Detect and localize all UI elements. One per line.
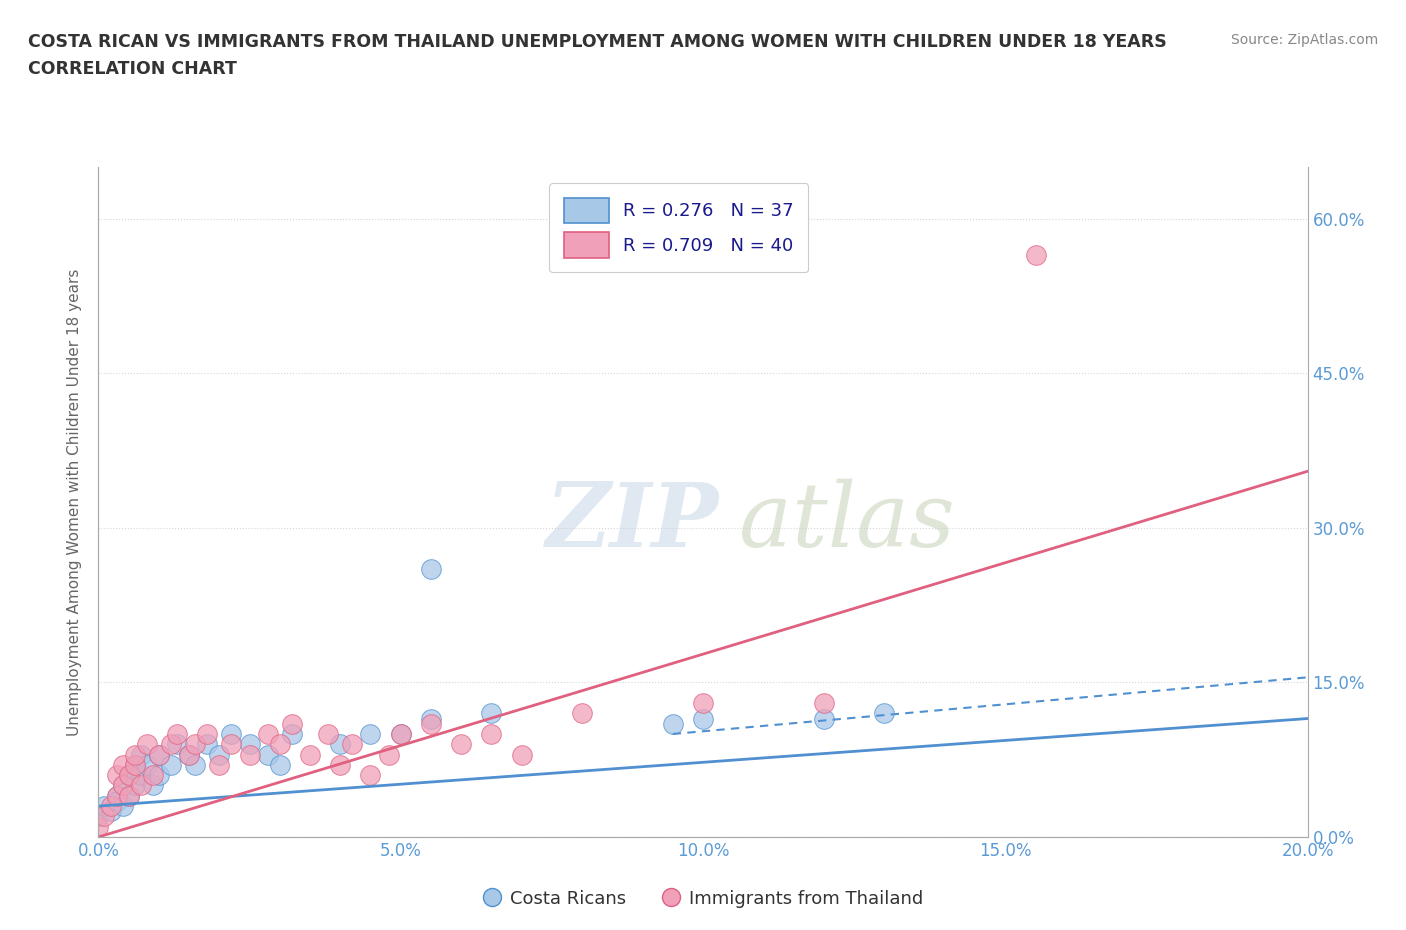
Point bbox=[195, 737, 218, 751]
Point bbox=[111, 757, 134, 772]
Point bbox=[124, 747, 146, 762]
Point bbox=[662, 716, 685, 731]
Point bbox=[184, 757, 207, 772]
Point bbox=[111, 778, 134, 793]
Point bbox=[142, 778, 165, 793]
Point bbox=[377, 747, 399, 762]
Point bbox=[450, 737, 472, 751]
Point bbox=[166, 737, 188, 751]
Point bbox=[692, 711, 714, 726]
Point bbox=[179, 747, 201, 762]
Point bbox=[166, 726, 188, 741]
Point bbox=[256, 747, 278, 762]
Point bbox=[129, 778, 152, 793]
Text: atlas: atlas bbox=[740, 479, 955, 565]
Point bbox=[281, 726, 304, 741]
Point bbox=[420, 716, 443, 731]
Text: CORRELATION CHART: CORRELATION CHART bbox=[28, 60, 238, 78]
Point bbox=[87, 819, 110, 834]
Point bbox=[571, 706, 593, 721]
Legend: Costa Ricans, Immigrants from Thailand: Costa Ricans, Immigrants from Thailand bbox=[475, 883, 931, 915]
Point bbox=[148, 747, 170, 762]
Point bbox=[118, 768, 141, 783]
Point bbox=[813, 696, 835, 711]
Point bbox=[420, 562, 443, 577]
Point bbox=[111, 778, 134, 793]
Point bbox=[269, 757, 291, 772]
Point bbox=[111, 799, 134, 814]
Point bbox=[813, 711, 835, 726]
Point bbox=[105, 789, 128, 804]
Point bbox=[179, 747, 201, 762]
Text: ZIP: ZIP bbox=[546, 479, 720, 565]
Point bbox=[93, 809, 115, 824]
Point bbox=[221, 726, 243, 741]
Point bbox=[124, 757, 146, 772]
Point bbox=[299, 747, 322, 762]
Point bbox=[105, 793, 128, 808]
Point bbox=[481, 726, 503, 741]
Point bbox=[420, 711, 443, 726]
Point bbox=[256, 726, 278, 741]
Point bbox=[239, 737, 262, 751]
Y-axis label: Unemployment Among Women with Children Under 18 years: Unemployment Among Women with Children U… bbox=[67, 269, 83, 736]
Point bbox=[105, 768, 128, 783]
Text: Source: ZipAtlas.com: Source: ZipAtlas.com bbox=[1230, 33, 1378, 46]
Point bbox=[208, 747, 231, 762]
Point bbox=[160, 737, 183, 751]
Point bbox=[239, 747, 262, 762]
Point bbox=[360, 726, 382, 741]
Point bbox=[93, 799, 115, 814]
Point bbox=[129, 768, 152, 783]
Point bbox=[129, 747, 152, 762]
Point bbox=[87, 809, 110, 824]
Point bbox=[221, 737, 243, 751]
Point bbox=[118, 789, 141, 804]
Point bbox=[148, 747, 170, 762]
Point bbox=[873, 706, 896, 721]
Point bbox=[1024, 247, 1046, 262]
Point bbox=[118, 768, 141, 783]
Point bbox=[184, 737, 207, 751]
Point bbox=[389, 726, 412, 741]
Point bbox=[148, 768, 170, 783]
Point bbox=[124, 757, 146, 772]
Point bbox=[316, 726, 339, 741]
Point bbox=[342, 737, 364, 751]
Point bbox=[124, 778, 146, 793]
Point bbox=[100, 804, 122, 818]
Point bbox=[100, 799, 122, 814]
Point bbox=[281, 716, 304, 731]
Point bbox=[195, 726, 218, 741]
Point bbox=[481, 706, 503, 721]
Point bbox=[135, 757, 157, 772]
Point bbox=[142, 768, 165, 783]
Point bbox=[360, 768, 382, 783]
Point bbox=[118, 789, 141, 804]
Point bbox=[160, 757, 183, 772]
Point bbox=[329, 757, 352, 772]
Point bbox=[105, 789, 128, 804]
Point bbox=[269, 737, 291, 751]
Point bbox=[510, 747, 533, 762]
Text: COSTA RICAN VS IMMIGRANTS FROM THAILAND UNEMPLOYMENT AMONG WOMEN WITH CHILDREN U: COSTA RICAN VS IMMIGRANTS FROM THAILAND … bbox=[28, 33, 1167, 50]
Point bbox=[208, 757, 231, 772]
Point bbox=[135, 737, 157, 751]
Point bbox=[389, 726, 412, 741]
Point bbox=[692, 696, 714, 711]
Point bbox=[329, 737, 352, 751]
